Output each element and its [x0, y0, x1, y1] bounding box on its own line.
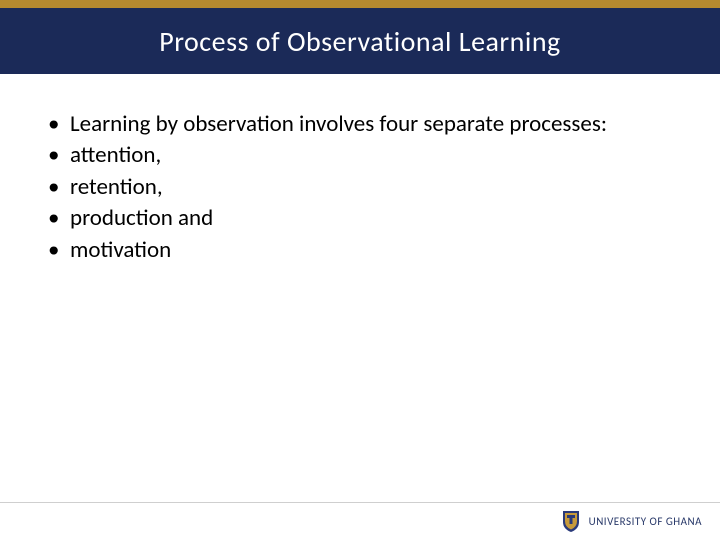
header-band: Process of Observational Learning [0, 0, 720, 74]
bullet-item: retention, [34, 173, 686, 202]
content-area: Learning by observation involves four se… [0, 74, 720, 265]
slide-title: Process of Observational Learning [159, 24, 560, 59]
bullet-item: production and [34, 204, 686, 233]
gold-accent-bar [0, 0, 720, 8]
footer-institution: UNIVERSITY OF GHANA [589, 515, 702, 528]
title-bar: Process of Observational Learning [0, 8, 720, 74]
footer: UNIVERSITY OF GHANA [0, 502, 720, 540]
university-crest-icon [561, 509, 581, 533]
footer-divider [0, 502, 720, 503]
bullet-list: Learning by observation involves four se… [34, 110, 686, 265]
bullet-item: attention, [34, 141, 686, 170]
bullet-item: motivation [34, 236, 686, 265]
bullet-item: Learning by observation involves four se… [34, 110, 686, 139]
